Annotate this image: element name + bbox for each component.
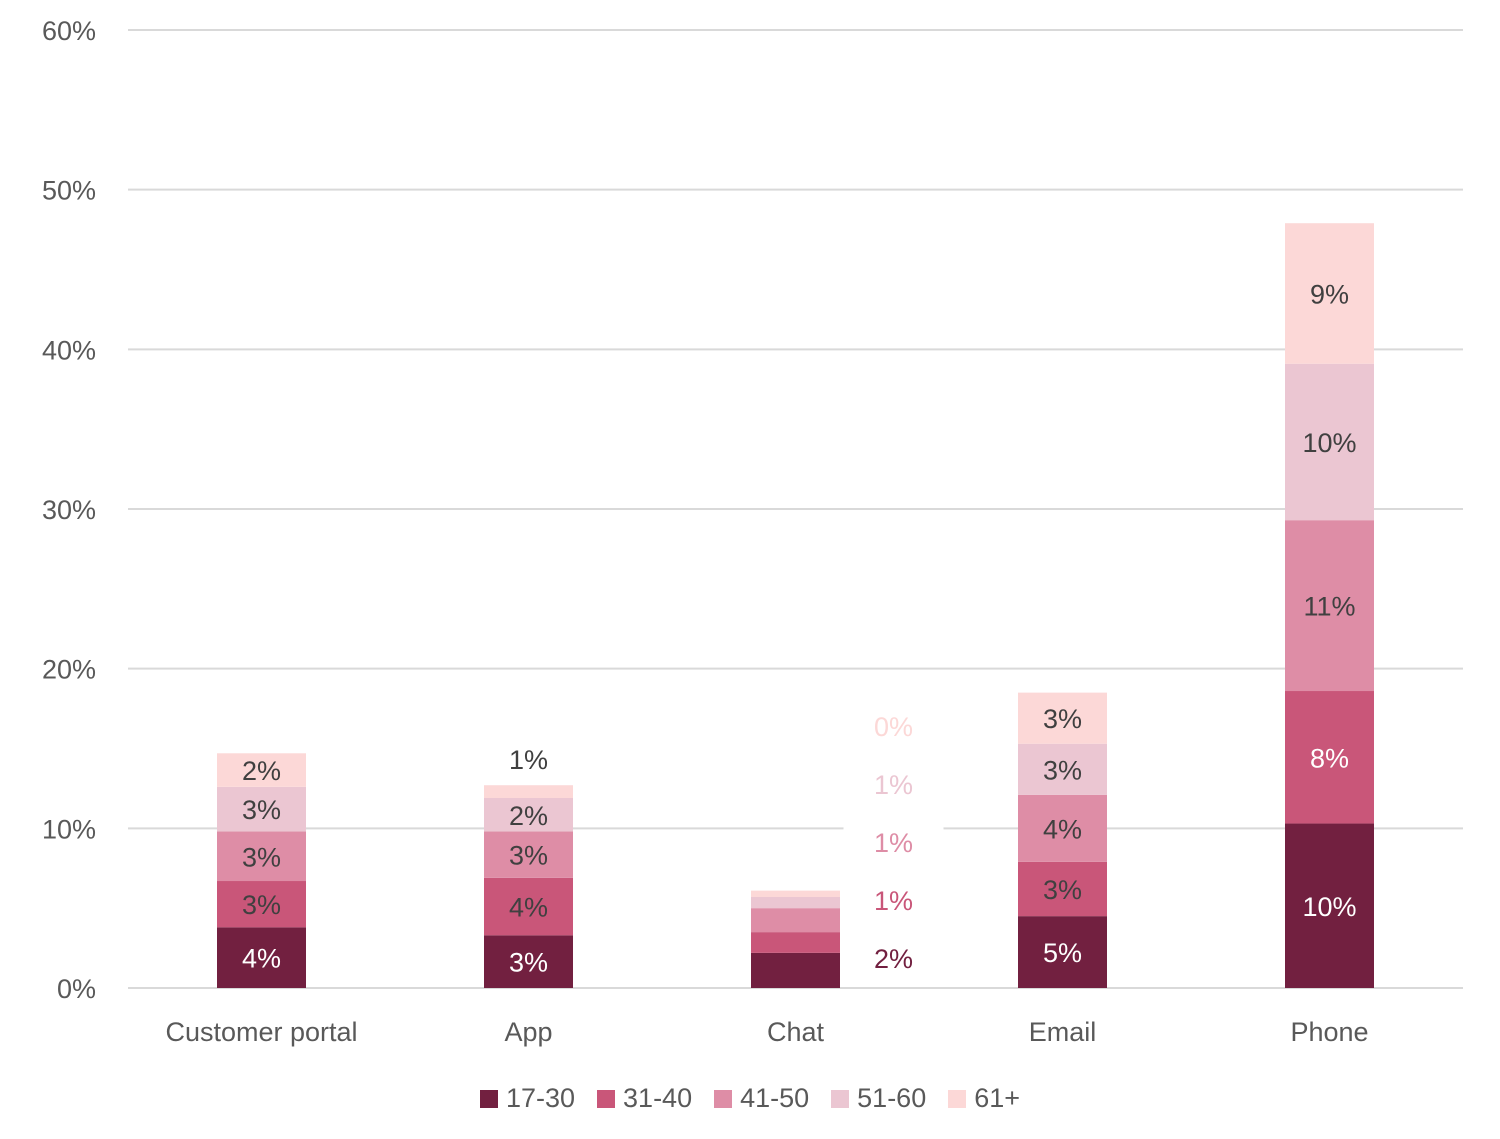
y-tick-label: 50% (42, 176, 96, 206)
data-label: 3% (509, 948, 548, 978)
bar-segment (484, 877, 573, 936)
data-label: 9% (1310, 279, 1349, 309)
data-label: 3% (1043, 704, 1082, 734)
data-label: 10% (1302, 428, 1356, 458)
legend-item: 61+ (948, 1083, 1020, 1114)
legend-item: 51-60 (831, 1083, 926, 1114)
bar-segment (217, 786, 306, 832)
bar-segment (484, 785, 573, 798)
data-label: 2% (874, 944, 913, 974)
stacked-bar-chart: 0% 10% 20% 30% 40% 50% 60% 4% 3% 3% 3% 2% Customer p… (42, 16, 1463, 1047)
data-label: 3% (509, 841, 548, 871)
data-label: 1% (874, 770, 913, 800)
legend: 17-30 31-40 41-50 51-60 61+ (0, 1083, 1500, 1114)
data-label: 10% (1302, 892, 1356, 922)
data-label: 8% (1310, 743, 1349, 773)
bar-segment (1018, 743, 1107, 795)
data-label: 3% (242, 890, 281, 920)
label-background (843, 690, 944, 974)
y-tick-label: 40% (42, 335, 96, 365)
legend-item: 31-40 (597, 1083, 692, 1114)
legend-item: 17-30 (479, 1083, 576, 1114)
bar-segment (751, 908, 840, 933)
bar-segment (1285, 363, 1374, 521)
data-label: 2% (509, 801, 548, 831)
x-category-label: Email (1029, 1017, 1097, 1047)
bar-segment (751, 952, 840, 988)
data-label: 4% (509, 893, 548, 923)
bar-segment (484, 797, 573, 832)
bar-segment (1285, 691, 1374, 824)
bar-segment (1285, 223, 1374, 364)
legend-item: 41-50 (714, 1083, 809, 1114)
data-label: 1% (874, 828, 913, 858)
legend-label: 41-50 (740, 1083, 810, 1113)
data-label: 1% (874, 886, 913, 916)
data-label: 11% (1303, 592, 1355, 622)
y-tick-label: 0% (57, 974, 96, 1004)
bar-segment (484, 831, 573, 878)
bar-segment (1018, 861, 1107, 917)
x-category-label: Customer portal (165, 1017, 357, 1047)
bar-segment (217, 831, 306, 882)
data-label: 3% (1043, 875, 1082, 905)
x-category-label: Phone (1290, 1017, 1368, 1047)
legend-label: 17-30 (505, 1083, 576, 1113)
legend-swatch (479, 1089, 498, 1108)
bar-segment (217, 927, 306, 988)
bar-segment (1285, 520, 1374, 692)
data-label: 2% (242, 756, 281, 786)
data-label: 4% (1043, 814, 1082, 844)
data-label: 3% (1043, 755, 1082, 785)
legend-swatch (948, 1089, 967, 1108)
bar-segment (1018, 916, 1107, 988)
bar-segment (484, 935, 573, 988)
legend-label: 51-60 (857, 1083, 927, 1113)
y-tick-label: 60% (42, 16, 96, 46)
legend-label: 61+ (974, 1083, 1021, 1113)
bar-segment (1018, 794, 1107, 862)
bar-segment (1018, 692, 1107, 744)
bar-segment (217, 881, 306, 928)
bar-segment (217, 753, 306, 787)
data-label: 4% (242, 944, 281, 974)
y-tick-label: 10% (42, 814, 96, 844)
y-tick-label: 20% (42, 655, 96, 685)
legend-label: 31-40 (623, 1083, 693, 1113)
x-category-label: Chat (767, 1017, 825, 1047)
legend-swatch (831, 1089, 850, 1108)
bar-segment (751, 890, 840, 897)
data-label: 3% (242, 842, 281, 872)
legend-swatch (714, 1089, 733, 1108)
x-category-label: App (504, 1017, 552, 1047)
y-tick-label: 30% (42, 495, 96, 525)
bar-segment (1285, 823, 1374, 988)
data-label: 5% (1043, 938, 1082, 968)
data-label: 3% (242, 795, 281, 825)
data-label: 1% (509, 745, 548, 775)
bar-segment (751, 896, 840, 909)
legend-swatch (597, 1089, 616, 1108)
bar-segment (751, 932, 840, 953)
data-label: 0% (874, 712, 913, 742)
